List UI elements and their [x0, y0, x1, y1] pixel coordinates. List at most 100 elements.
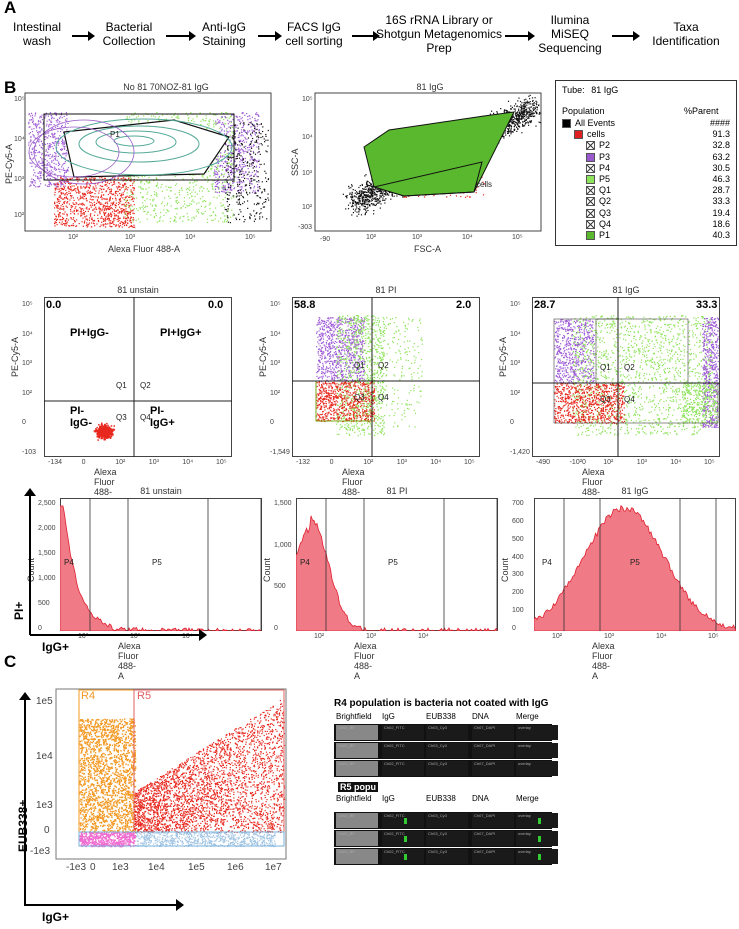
histogram-ytick: 500: [512, 535, 524, 543]
y-arrowhead: [24, 488, 36, 496]
histogram-ytick: 2,000: [38, 525, 56, 532]
plot1-xlabel: Alexa Fluor 488-A: [108, 244, 181, 254]
quad-ytick: 0: [22, 419, 26, 427]
quad-q3-label: Q3: [354, 393, 365, 402]
histogram-xtick: 10³: [366, 633, 377, 640]
microscopy-row: Ch01_BF Ch02_FITC Ch03_Cy3 Ch07_DAPI overlay: [334, 848, 558, 865]
quad-xtick: 10³: [636, 459, 647, 466]
quad-xtick: -134: [48, 459, 63, 466]
c-x-arrowhead: [176, 899, 184, 911]
microscopy-channel-label: overlay: [518, 743, 531, 748]
igg-signal: [404, 818, 407, 824]
igg-signal: [404, 854, 407, 860]
microscopy-cell: [472, 743, 514, 758]
histogram-xlabel: Alexa Fluor 488-A: [354, 641, 377, 681]
plot2-title: 81 IgG: [416, 82, 444, 92]
quad-ytick: 10⁵: [22, 301, 33, 308]
quad-ytick: 0: [270, 419, 274, 427]
histogram-ylabel: Count: [500, 557, 510, 582]
population-color-swatch: [586, 141, 595, 151]
igg-signal: [404, 836, 407, 842]
plot-c-ytick: 0: [44, 825, 50, 836]
quad-xtick: 10⁵: [464, 459, 475, 466]
microscopy-cell: [382, 743, 424, 758]
histogram-ytick: 300: [512, 571, 524, 579]
population-color-swatch: [586, 219, 595, 229]
population-name: Q3: [599, 207, 612, 218]
histogram-xlabel: Alexa Fluor 488-A: [592, 641, 615, 681]
quad-xtick: 0: [329, 459, 334, 466]
population-value: 30.5: [712, 162, 730, 173]
population-name: All Events: [575, 118, 616, 128]
workflow-step-5: 16S rRNA Library or Shotgun Metagenomics P…: [375, 13, 503, 55]
microscopy-channel-label: Ch02_FITC: [384, 813, 405, 818]
microscopy-channel-label: Ch02_FITC: [384, 743, 405, 748]
plot-c-xtick: 1e5: [188, 862, 205, 873]
microscopy-cell: [426, 725, 468, 740]
population-value: 40.3: [712, 230, 730, 240]
workflow-step-4: FACS IgG cell sorting: [285, 20, 343, 48]
workflow-arrow: [505, 31, 535, 41]
histogram-ytick: 600: [512, 517, 524, 525]
histogram-gate-p4: P4: [64, 558, 74, 567]
quad-ytick: 10⁴: [270, 330, 281, 338]
plot-c-xtick: 1e7: [265, 862, 282, 873]
population-color-swatch: [586, 152, 595, 162]
plot1-xtick: 10²: [68, 234, 79, 241]
histogram-ytick: 1,000: [274, 541, 292, 549]
r5-population-title: R5 popu: [338, 782, 378, 792]
microscopy-cell: [426, 761, 468, 776]
population-color-swatch: [586, 175, 595, 184]
workflow-arrow: [166, 31, 196, 41]
microscopy-header: DNA: [472, 712, 489, 721]
quad-xtick: 10⁴: [182, 459, 194, 466]
population-row: P1 40.3: [556, 230, 738, 242]
histogram-ytick: 100: [512, 607, 524, 615]
population-value: ####: [709, 118, 730, 128]
plot1-xtick: 10³: [125, 234, 136, 241]
panel-label-a: A: [4, 0, 17, 17]
quad-plot-area: [44, 297, 232, 457]
quad-ytick: 10⁵: [510, 301, 521, 308]
population-value: 46.3: [712, 174, 730, 184]
plot-c: [55, 688, 287, 860]
microscopy-header: EUB338: [426, 794, 456, 803]
plot-c-xtick: 1e6: [227, 862, 244, 873]
quad-top-left-pct: 28.7: [534, 299, 556, 311]
quad-label-pi-neg-igg-neg: PI-IgG-: [70, 405, 92, 429]
microscopy-channel-label: Ch03_Cy3: [428, 725, 447, 730]
histogram-gate-p5: P5: [388, 558, 398, 567]
histogram-ytick: 0: [38, 625, 42, 632]
plot2-xtick: 10²: [366, 234, 377, 241]
histogram-ytick: 200: [512, 589, 524, 597]
microscopy-cell: [382, 761, 424, 776]
histogram-title: 81 IgG: [621, 486, 649, 496]
plot-c-xtick: 0: [90, 862, 96, 873]
histogram-area: [60, 498, 262, 631]
quad-plot-title: 81 PI: [375, 285, 397, 295]
y-axis-arrow-label: PI+: [12, 601, 26, 620]
quad-xtick: 10²: [603, 459, 614, 466]
microscopy-cell: [516, 761, 558, 776]
histogram-ytick: 1,500: [274, 500, 292, 507]
microscopy-channel-label: Ch02_FITC: [384, 761, 405, 766]
plot-c-ylabel: EUB338+: [16, 799, 30, 852]
histogram-area: [534, 498, 736, 631]
population-row: Q4 18.6: [556, 219, 738, 231]
histogram-area: [296, 498, 498, 631]
population-name: Q4: [599, 218, 612, 229]
microscopy-header: IgG: [382, 712, 395, 721]
plot-c-xtick: 1e3: [112, 862, 129, 873]
microscopy-title: R4 population is bacteria not coated wit…: [334, 698, 549, 709]
plot-c-ytick: 1e4: [36, 751, 53, 762]
plot-c-xtick: -1e3: [66, 862, 87, 873]
gate-r4-label: R4: [81, 690, 96, 702]
microscopy-cell: [336, 813, 378, 828]
quad-xtick: 10⁴: [670, 459, 682, 466]
quad-xtick: 10³: [396, 459, 407, 466]
population-row: P5 46.3: [556, 174, 738, 186]
microscopy-channel-label: Ch01_BF: [338, 831, 355, 836]
x-arrowhead: [199, 629, 207, 641]
quad-ytick: 10²: [22, 389, 33, 397]
histogram-xtick: 10⁵: [708, 633, 719, 640]
